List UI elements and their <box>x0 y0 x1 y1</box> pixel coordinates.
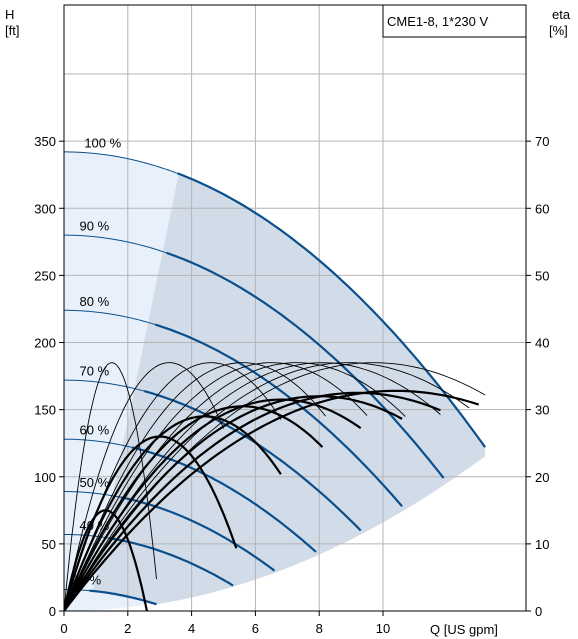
y-left-tick-label: 300 <box>34 201 56 216</box>
efficiency-curve-thin <box>64 362 470 611</box>
head-curve-thick <box>109 537 234 587</box>
y-right-tick-label: 20 <box>535 470 549 485</box>
y-left-tick-label: 100 <box>34 470 56 485</box>
y-right-tick-label: 10 <box>535 537 549 552</box>
efficiency-curve-thin <box>64 362 368 611</box>
head-curve-thick <box>131 446 317 553</box>
head-curve-thin <box>64 438 133 448</box>
efficiency-curve-bold <box>64 435 238 611</box>
head-curve-thick <box>154 323 403 508</box>
head-curve-label: 50 % <box>80 475 110 490</box>
efficiency-curve-thin <box>64 362 224 611</box>
plot-frame <box>63 4 527 612</box>
head-curve-label: 100 % <box>84 136 121 151</box>
grid-lines <box>64 5 526 611</box>
head-curve-thick <box>177 172 486 448</box>
y-right-tick-label: 30 <box>535 403 549 418</box>
head-curve-thin <box>64 151 178 174</box>
head-curve-label: 31 % <box>72 573 102 588</box>
efficiency-curve-bold <box>64 415 282 611</box>
y-left-tick-label: 350 <box>34 134 56 149</box>
y-right-tick-label: 40 <box>535 336 549 351</box>
head-curve-thick <box>120 496 276 572</box>
y-right-tick-label: 70 <box>535 134 549 149</box>
x-tick-label: 2 <box>124 621 131 636</box>
y-left-tick-label: 0 <box>49 604 56 619</box>
head-curve-thick <box>166 251 445 479</box>
axis-ticks: 0 2 4 6 8 10050100150200250300350010203040506… <box>34 134 549 636</box>
efficiency-curve-thin <box>64 362 406 611</box>
y-left-tick-label: 150 <box>34 403 56 418</box>
head-curve-label: 80 % <box>80 294 110 309</box>
efficiency-curve-bold <box>64 398 362 611</box>
head-curve-label: 60 % <box>80 423 110 438</box>
y-left-tick-label: 200 <box>34 336 56 351</box>
x-tick-label: 4 <box>188 621 195 636</box>
y-right-tick-label: 50 <box>535 268 549 283</box>
main-operating-area <box>92 173 486 605</box>
head-curve-thin <box>64 379 145 392</box>
chart-title: CME1-8, 1*230 V <box>387 14 488 29</box>
head-curve-label: 70 % <box>80 364 110 379</box>
y-left-label-line2: [ft] <box>5 23 19 38</box>
efficiency-curve-thin <box>64 362 486 611</box>
efficiency-curve-bold <box>64 509 149 611</box>
y-right-label-line2: [%] <box>549 23 568 38</box>
efficiency-curve-bold <box>64 405 324 611</box>
head-curve-label: 90 % <box>80 219 110 234</box>
head-curve-thin <box>64 234 167 254</box>
head-curve-thin <box>64 309 156 326</box>
y-right-tick-label: 0 <box>535 604 542 619</box>
x-axis-label: Q [US gpm] <box>430 622 498 637</box>
title-box <box>382 4 527 38</box>
y-left-tick-label: 50 <box>42 537 56 552</box>
efficiency-curves <box>64 362 486 611</box>
efficiency-curve-thin <box>64 362 326 611</box>
head-curve-thin <box>64 491 121 498</box>
efficiency-curve-bold <box>64 391 441 611</box>
x-tick-label: 0 <box>60 621 67 636</box>
x-tick-label: 6 <box>252 621 259 636</box>
y-left-label-line1: H <box>5 7 14 22</box>
efficiency-curve-bold <box>64 389 480 611</box>
y-right-tick-label: 60 <box>535 201 549 216</box>
curve-labels: 100 % 90 % 80 % 70 % 60 % 50 % 40 % 31 % <box>72 136 122 588</box>
y-left-tick-label: 250 <box>34 268 56 283</box>
x-tick-label: 8 <box>316 621 323 636</box>
head-curve-label: 40 % <box>80 518 110 533</box>
operating-area <box>64 151 486 611</box>
x-tick-label: 10 <box>376 621 390 636</box>
y-right-label-line1: eta <box>552 7 571 22</box>
efficiency-curve-bold <box>64 395 403 611</box>
